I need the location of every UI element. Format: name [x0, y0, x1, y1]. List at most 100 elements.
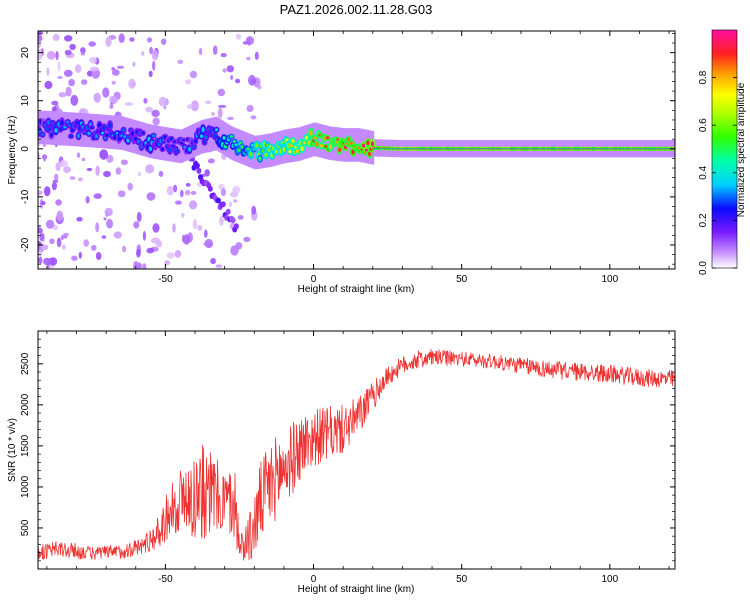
spectrogram-ridge-cell	[309, 130, 313, 136]
spectrogram-speckle	[43, 186, 51, 197]
spectrogram-speckle	[220, 201, 226, 208]
spectrogram-halo	[126, 117, 129, 152]
snr-panel: -50 0 50 100 500 1000 1500 2000 2500 Height of s…	[7, 330, 676, 595]
spectrogram-speckle	[88, 41, 96, 47]
spectrogram-speckle	[56, 210, 64, 222]
spectrogram-speckle	[38, 35, 43, 42]
spectrogram-speckle	[230, 217, 236, 224]
spectrogram-ridge-cell	[282, 147, 286, 153]
spectrogram-speckle	[166, 252, 175, 259]
spectrogram-speckle	[80, 47, 86, 54]
x-tick-label: 100	[601, 274, 618, 285]
colorbar-tick-label: 0.4	[698, 165, 709, 179]
spectrogram-speckle	[197, 224, 203, 231]
y-tick-label: -20	[20, 237, 31, 252]
spectrogram-speckle	[104, 207, 113, 217]
spectrogram-speckle	[217, 88, 226, 97]
spectrogram-ridge-cell	[87, 131, 91, 136]
spectrogram-speckle	[101, 235, 107, 239]
x-tick-label: 50	[456, 574, 468, 585]
spectrogram-speckle	[117, 190, 126, 198]
spectrogram-speckle	[250, 115, 257, 120]
colorbar: 0.0 0.2 0.4 0.6 0.8 Normalized spectral ampl…	[698, 29, 747, 275]
spectrogram-ridge-cell	[136, 139, 141, 144]
spectrogram-ridge-cell	[54, 128, 58, 133]
spectrogram-speckle	[38, 225, 41, 230]
spectrogram-speckle	[87, 70, 93, 77]
spectrogram-speckle	[44, 80, 53, 90]
colorbar-tick-label: 0.8	[698, 70, 709, 84]
spectrogram-speckle	[132, 262, 142, 269]
spectrogram-halo	[40, 110, 43, 145]
spectrogram-ridge-cell	[102, 125, 106, 130]
spectrogram-ridge-cell	[105, 133, 109, 137]
spectrogram-halo	[142, 122, 145, 156]
spectrogram-speckle	[225, 208, 231, 215]
spectrogram-ridge-cell	[112, 136, 117, 140]
spectrogram-ridge-cell	[168, 146, 172, 153]
spectrogram-speckle	[194, 162, 200, 169]
spectrogram-ridge-cell	[90, 126, 94, 129]
spectrogram-speckle	[235, 78, 241, 84]
spectrogram-speckle	[131, 82, 137, 87]
y-tick-label: -10	[20, 189, 31, 204]
spectrogram-speckle	[247, 36, 251, 46]
spectrogram-halo	[180, 129, 183, 164]
spectrogram-speckle	[52, 33, 60, 42]
spectrogram-speckle	[215, 264, 223, 268]
spectrogram-ridge-cell	[60, 120, 64, 126]
spectrogram-ridge-cell	[300, 146, 304, 152]
colorbar-tick-label: 0.2	[698, 213, 709, 227]
spectrogram-ridge-cell	[213, 133, 217, 139]
spectrogram-ridge-cell	[337, 147, 342, 153]
spectrogram-speckle	[76, 216, 83, 222]
spectrogram-ridge-cell	[319, 143, 324, 148]
spectrogram-ridge-cell	[237, 148, 241, 152]
spectrogram-speckle	[93, 193, 102, 199]
spectrogram-speckle	[163, 105, 167, 110]
spectrogram-speckle	[41, 201, 46, 205]
spectrogram-speckle	[127, 182, 133, 191]
spectrogram-halo	[320, 124, 323, 158]
spectrogram-ridge-cell	[169, 137, 174, 141]
spectrogram-speckle	[55, 162, 61, 172]
spectrogram-speckle	[132, 61, 136, 67]
spectrogram-speckle	[235, 33, 242, 40]
spectrogram-speckle	[251, 205, 257, 215]
spectrogram-speckle	[110, 95, 118, 104]
spectrogram-halo	[220, 119, 223, 153]
spectrogram-speckle	[102, 87, 110, 98]
spectrogram-speckle	[38, 250, 43, 257]
snr-series-line	[38, 348, 675, 561]
spectrogram-halo	[90, 113, 93, 148]
spectrogram-speckle	[81, 157, 86, 162]
spectrogram-ridge-cell	[201, 126, 205, 133]
spectrogram-speckle	[217, 107, 223, 119]
spectrogram-ridge-cell	[76, 133, 81, 139]
snr-y-axis-label: SNR (10 * v/v)	[7, 418, 18, 482]
spectrogram-ridge-cell	[285, 138, 289, 142]
spectrogram-speckle	[152, 117, 160, 126]
snr-x-axis-label: Height of straight line (km)	[298, 584, 415, 595]
spectrogram-ridge-cell	[171, 144, 175, 148]
spectrogram-halo	[186, 126, 189, 161]
spectrogram-speckle	[62, 244, 66, 250]
spectrogram-speckle	[141, 51, 145, 56]
spectrogram-speckle	[233, 223, 239, 230]
spectrogram-speckle	[91, 244, 97, 251]
y-tick-label: 2500	[20, 352, 31, 375]
x-tick-label: 0	[311, 274, 317, 285]
spectrogram-speckle	[146, 192, 156, 201]
spectrogram-speckle	[220, 188, 226, 197]
x-tick-label: -50	[158, 274, 173, 285]
spectrogram-speckle	[63, 69, 73, 77]
spectrogram-ridge-cell	[295, 149, 300, 153]
spectrogram-ridge-cell	[181, 138, 186, 142]
spectrogram-speckle	[222, 68, 227, 73]
spectrogram-speckle	[40, 244, 49, 251]
spectrogram-speckle	[106, 154, 114, 163]
spectrogram-speckle	[257, 85, 262, 90]
spectrogram-speckle	[68, 78, 75, 87]
spectrogram-speckle	[105, 36, 112, 48]
spectrogram-speckle	[120, 159, 128, 165]
